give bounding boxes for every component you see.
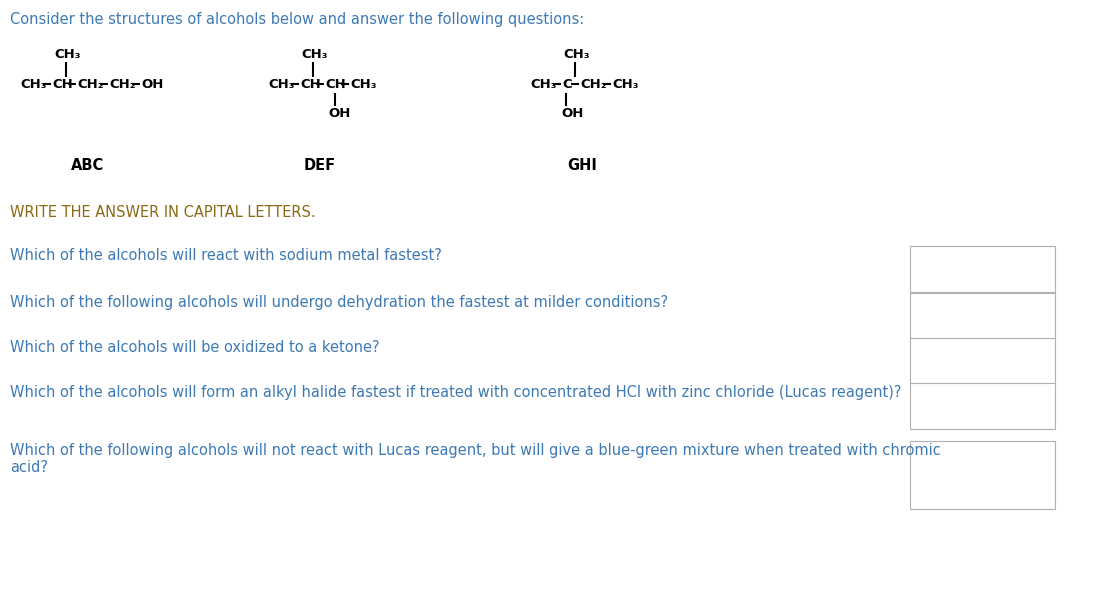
Text: C: C	[562, 78, 572, 91]
Text: ABC: ABC	[71, 158, 104, 173]
Text: Consider the structures of alcohols below and answer the following questions:: Consider the structures of alcohols belo…	[10, 12, 585, 27]
Text: WRITE THE ANSWER IN CAPITAL LETTERS.: WRITE THE ANSWER IN CAPITAL LETTERS.	[10, 205, 316, 220]
Text: CH: CH	[299, 78, 320, 91]
Text: CH₂: CH₂	[580, 78, 607, 91]
Text: Which of the alcohols will react with sodium metal fastest?: Which of the alcohols will react with so…	[10, 248, 442, 263]
Text: OH: OH	[142, 78, 163, 91]
Text: CH: CH	[52, 78, 72, 91]
Text: OH: OH	[328, 107, 350, 120]
Text: CH₃: CH₃	[612, 78, 638, 91]
Text: CH₃: CH₃	[54, 48, 80, 61]
Text: CH₂: CH₂	[77, 78, 103, 91]
Text: CH₂: CH₂	[109, 78, 136, 91]
Text: CH₃: CH₃	[350, 78, 376, 91]
FancyBboxPatch shape	[911, 293, 1055, 339]
Text: CH: CH	[325, 78, 346, 91]
FancyBboxPatch shape	[911, 338, 1055, 384]
Text: DEF: DEF	[304, 158, 336, 173]
FancyBboxPatch shape	[911, 246, 1055, 292]
Text: Which of the alcohols will be oxidized to a ketone?: Which of the alcohols will be oxidized t…	[10, 340, 380, 355]
Text: Which of the alcohols will form an alkyl halide fastest if treated with concentr: Which of the alcohols will form an alkyl…	[10, 385, 902, 400]
Text: CH₃: CH₃	[20, 78, 46, 91]
Text: CH₃: CH₃	[268, 78, 294, 91]
Text: CH₃: CH₃	[530, 78, 556, 91]
Text: Which of the following alcohols will undergo dehydration the fastest at milder c: Which of the following alcohols will und…	[10, 295, 668, 310]
FancyBboxPatch shape	[911, 441, 1055, 509]
Text: Which of the following alcohols will not react with Lucas reagent, but will give: Which of the following alcohols will not…	[10, 443, 941, 476]
Text: OH: OH	[561, 107, 584, 120]
Text: CH₃: CH₃	[301, 48, 328, 61]
FancyBboxPatch shape	[911, 383, 1055, 429]
Text: CH₃: CH₃	[563, 48, 589, 61]
Text: GHI: GHI	[567, 158, 597, 173]
